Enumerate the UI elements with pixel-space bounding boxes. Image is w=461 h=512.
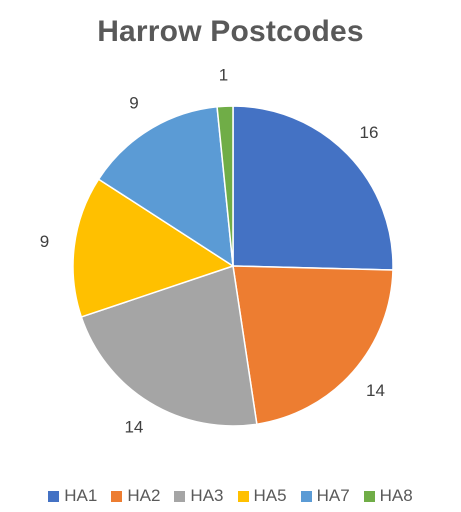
legend-item-ha2: HA2	[111, 486, 160, 506]
chart-title: Harrow Postcodes	[97, 15, 364, 48]
legend-label: HA2	[127, 486, 161, 505]
data-label-ha5: 9	[40, 232, 49, 251]
legend: HA1 HA2 HA3 HA5 HA7 HA8	[0, 486, 461, 506]
pie-slice-ha5	[72, 178, 235, 318]
legend-item-ha5: HA5	[237, 486, 287, 506]
legend-swatch	[111, 490, 123, 502]
legend-swatch	[363, 490, 375, 502]
legend-swatch	[237, 490, 249, 502]
pie-slice-ha1	[232, 105, 394, 271]
legend-label: HA5	[253, 486, 287, 505]
legend-label: HA3	[190, 486, 224, 505]
data-label-ha1: 16	[360, 123, 379, 142]
pie-slice-ha7	[97, 105, 234, 268]
data-label-ha2: 14	[366, 381, 385, 400]
data-label-ha7: 9	[129, 93, 138, 112]
legend-swatch	[300, 490, 312, 502]
pie-slice-ha8	[216, 105, 234, 267]
legend-item-ha8: HA8	[363, 486, 413, 506]
legend-item-ha7: HA7	[300, 486, 350, 506]
legend-item-ha1: HA1	[48, 486, 97, 506]
legend-label: HA7	[316, 486, 350, 505]
pie-slice-ha3	[80, 265, 258, 427]
legend-swatch	[48, 490, 60, 502]
legend-label: HA1	[64, 486, 98, 505]
data-label-ha8: 1	[219, 66, 228, 85]
legend-item-ha3: HA3	[174, 486, 224, 506]
data-label-ha3: 14	[124, 418, 143, 437]
legend-swatch	[174, 490, 186, 502]
legend-label: HA8	[379, 486, 413, 505]
pie-slice-ha2	[232, 265, 394, 426]
